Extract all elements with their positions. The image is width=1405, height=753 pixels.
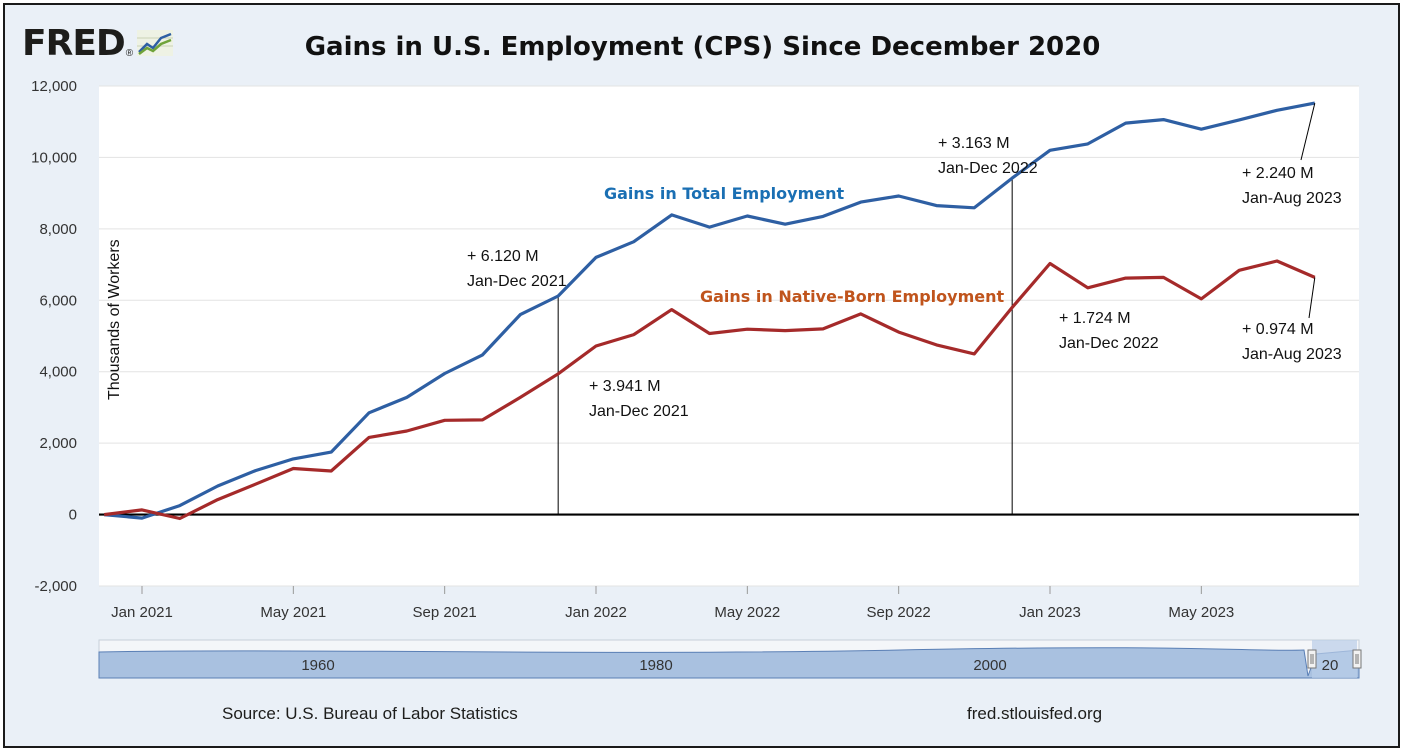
annotation-lines xyxy=(557,178,1013,515)
y-tick-label: -2,000 xyxy=(34,578,77,595)
x-tick-label: Jan 2022 xyxy=(565,604,627,621)
annotation-value: + 0.974 M xyxy=(1242,321,1314,338)
fred-logo: FRED ® xyxy=(22,22,174,64)
x-tick-label: May 2022 xyxy=(714,604,780,621)
series-label-native: Gains in Native-Born Employment xyxy=(700,287,1005,306)
total-employment-line xyxy=(104,101,1316,520)
y-axis-label: Thousands of Workers xyxy=(106,239,123,400)
registered-mark: ® xyxy=(125,48,134,59)
annotation-period: Jan-Dec 2022 xyxy=(1059,335,1159,352)
y-tick-label: 2,000 xyxy=(39,435,77,452)
annotation-value: + 3.941 M xyxy=(589,378,661,395)
annotation-period: Jan-Dec 2021 xyxy=(589,403,689,420)
navigator-selection xyxy=(1312,640,1357,678)
fred-logo-text: FRED xyxy=(22,23,126,64)
x-tick-label: Jan 2021 xyxy=(111,604,173,621)
x-tick-label: Jan 2023 xyxy=(1019,604,1081,621)
x-axis: Jan 2021 May 2021 Sep 2021 Jan 2022 May 2022… xyxy=(111,586,1234,621)
y-tick-label: 4,000 xyxy=(39,364,77,381)
y-tick-label: 8,000 xyxy=(39,221,77,238)
y-tick-label: 0 xyxy=(69,507,77,524)
annotation-value: + 1.724 M xyxy=(1059,310,1131,327)
annotation-leader xyxy=(1308,277,1316,319)
annotations: + 6.120 M Jan-Dec 2021 + 3.941 M Jan-Dec 20… xyxy=(467,103,1342,420)
annotation-period: Jan-Aug 2023 xyxy=(1242,346,1342,363)
chart-title: Gains in U.S. Employment (CPS) Since Dec… xyxy=(304,32,1101,62)
annotation-value: + 6.120 M xyxy=(467,248,539,265)
navigator-handle[interactable] xyxy=(1307,649,1317,669)
annotation-period: Jan-Dec 2021 xyxy=(467,273,567,290)
x-tick-label: Sep 2021 xyxy=(413,604,477,621)
navigator-label: 1980 xyxy=(639,657,672,674)
x-tick-label: Sep 2022 xyxy=(867,604,931,621)
annotation-period: Jan-Dec 2022 xyxy=(938,160,1038,177)
gridlines xyxy=(99,85,1359,587)
series-label-total: Gains in Total Employment xyxy=(604,184,845,203)
plot-area xyxy=(99,86,1359,586)
source-note: Source: U.S. Bureau of Labor Statistics xyxy=(222,704,518,723)
navigator-label: 2000 xyxy=(973,657,1006,674)
navigator-handle[interactable] xyxy=(1352,649,1362,669)
y-tick-label: 6,000 xyxy=(39,292,77,309)
y-tick-label: 10,000 xyxy=(31,149,77,166)
x-tick-label: May 2021 xyxy=(260,604,326,621)
annotation-value: + 2.240 M xyxy=(1242,165,1314,182)
y-axis: 12,000 10,000 8,000 6,000 4,000 2,000 0 -2,000 xyxy=(31,78,77,595)
navigator-area xyxy=(98,647,1360,679)
trend-line-icon xyxy=(137,30,174,56)
navigator-label: 20 xyxy=(1322,657,1339,674)
navigator-label: 1960 xyxy=(301,657,334,674)
time-range-navigator[interactable]: 1960 1980 2000 20 xyxy=(98,639,1362,679)
annotation-value: + 3.163 M xyxy=(938,135,1010,152)
site-url[interactable]: fred.stlouisfed.org xyxy=(967,704,1103,723)
series-lines xyxy=(104,101,1316,521)
annotation-leader xyxy=(1300,103,1316,161)
annotation-period: Jan-Aug 2023 xyxy=(1242,190,1342,207)
y-tick-label: 12,000 xyxy=(31,78,77,95)
x-tick-label: May 2023 xyxy=(1168,604,1234,621)
